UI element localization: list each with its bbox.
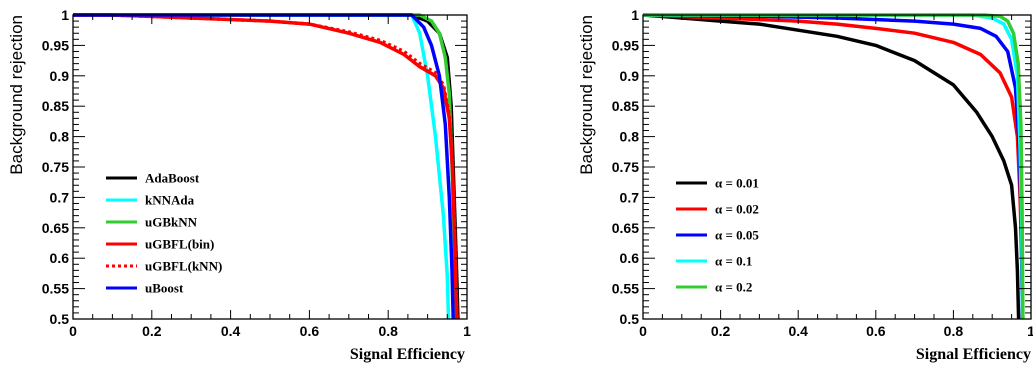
y-tick-label: 0.9 xyxy=(50,68,70,84)
y-tick-label: 0.8 xyxy=(620,129,640,145)
y-axis-title: Background rejection xyxy=(577,15,596,175)
legend: α = 0.01 α = 0.02 α = 0.05 α = 0.1 α = 0.2 xyxy=(676,176,759,295)
plot-frame xyxy=(72,14,468,320)
x-tick-label: 1 xyxy=(1027,323,1033,339)
series-line-4 xyxy=(73,13,459,320)
y-tick-label: 0.55 xyxy=(612,281,639,297)
y-tick-label: 0.5 xyxy=(50,311,70,327)
plot-frame xyxy=(642,14,1032,320)
y-tick-label: 0.6 xyxy=(620,250,640,266)
x-tick-label: 0.6 xyxy=(300,323,320,339)
legend-label-1: α = 0.01 xyxy=(715,176,759,191)
y-tick-label: 0.65 xyxy=(42,220,69,236)
x-tick-label: 1 xyxy=(463,323,471,339)
y-tick-label: 0.9 xyxy=(620,68,640,84)
y-tick-label: 0.5 xyxy=(620,311,640,327)
series-line-2 xyxy=(643,13,1025,320)
series-line-1 xyxy=(73,13,460,320)
series-line-5 xyxy=(643,13,1025,320)
series-line-1 xyxy=(643,13,1021,320)
series-line-2 xyxy=(73,13,451,320)
y-tick-label: 0.7 xyxy=(620,189,640,205)
series-line-4 xyxy=(643,13,1025,320)
legend: AdaBoost kNNAda uGBkNN uGBFL(bin) uGBFL(kNN)… xyxy=(106,171,222,296)
legend-label-4: α = 0.1 xyxy=(715,254,752,269)
y-tick-label: 0.85 xyxy=(612,98,639,114)
x-tick-label: 0.4 xyxy=(788,323,808,339)
y-tick-label: 0.55 xyxy=(42,281,69,297)
y-tick-label: 0.95 xyxy=(42,37,69,53)
x-tick-label: 0.4 xyxy=(221,323,241,339)
y-tick-label: 0.8 xyxy=(50,129,70,145)
y-tick-label: 1 xyxy=(61,7,69,23)
legend-label-5: uGBFL(kNN) xyxy=(145,259,222,274)
legend-label-2: kNNAda xyxy=(145,193,195,208)
x-tick-label: 0 xyxy=(69,323,77,339)
legend-label-4: uGBFL(bin) xyxy=(145,237,214,252)
x-tick-label: 0 xyxy=(639,323,647,339)
chart-panel-2: 0 0.2 0.4 0.6 0.8 1 0.5 0.55 0.6 0.65 0.7 0.75 0.8 0.… xyxy=(577,7,1033,363)
chart-panel-1: 0 0.2 0.4 0.6 0.8 1 0.5 0.55 0.6 0.65 0.7 0.75 0.8 0.… xyxy=(7,7,471,363)
x-tick-label: 0.8 xyxy=(944,323,964,339)
legend-label-1: AdaBoost xyxy=(145,171,200,186)
x-axis-title: Signal Efficiency xyxy=(916,346,1031,363)
legend-label-6: uBoost xyxy=(145,281,184,296)
y-tick-label: 0.95 xyxy=(612,37,639,53)
series-line-5 xyxy=(73,13,459,320)
legend-label-5: α = 0.2 xyxy=(715,280,752,295)
y-tick-label: 0.75 xyxy=(42,159,69,175)
series-line-3 xyxy=(73,13,458,320)
y-tick-label: 0.7 xyxy=(50,189,70,205)
legend-label-3: α = 0.05 xyxy=(715,228,759,243)
series-line-3 xyxy=(643,13,1025,320)
legend-label-3: uGBkNN xyxy=(145,215,198,230)
legend-label-2: α = 0.02 xyxy=(715,202,759,217)
y-axis-title: Background rejection xyxy=(7,15,26,175)
y-tick-label: 0.75 xyxy=(612,159,639,175)
x-tick-label: 0.6 xyxy=(866,323,886,339)
x-tick-label: 0.8 xyxy=(378,323,398,339)
x-tick-label: 0.2 xyxy=(142,323,162,339)
y-tick-label: 0.6 xyxy=(50,250,70,266)
x-tick-label: 0.2 xyxy=(711,323,731,339)
y-tick-label: 0.65 xyxy=(612,220,639,236)
y-tick-label: 1 xyxy=(631,7,639,23)
series-line-6 xyxy=(73,13,455,320)
y-tick-label: 0.85 xyxy=(42,98,69,114)
x-axis-title: Signal Efficiency xyxy=(350,346,465,363)
